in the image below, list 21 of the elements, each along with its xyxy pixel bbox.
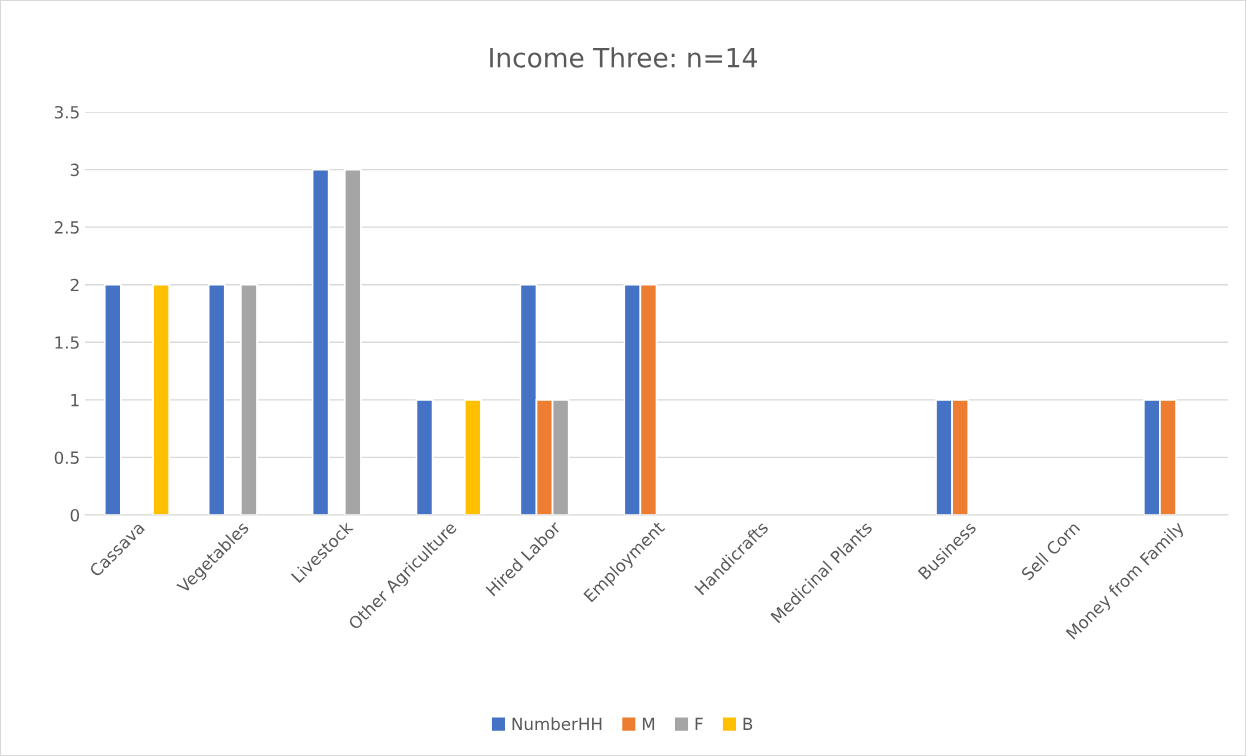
y-tick-label: 3 xyxy=(70,163,79,177)
bar xyxy=(152,283,171,515)
y-tick-label: 0.5 xyxy=(54,451,79,464)
bar xyxy=(103,283,122,515)
legend-label: NumberHH xyxy=(512,717,602,731)
y-tick-label: 3.5 xyxy=(54,105,79,119)
legend-label: M xyxy=(642,717,655,730)
bar xyxy=(207,283,226,515)
bar xyxy=(463,399,482,515)
legend-label: B xyxy=(743,717,753,730)
bar xyxy=(311,168,330,515)
bar xyxy=(240,283,258,515)
bar xyxy=(343,168,362,515)
chart-title: Income Three: n=14 xyxy=(490,47,757,68)
y-tick-label: 1 xyxy=(71,394,79,407)
legend-label: F xyxy=(695,717,703,730)
y-tick-label: 2 xyxy=(70,278,79,292)
y-tick-label: 0 xyxy=(70,508,80,522)
y-tick-label: 2.5 xyxy=(54,221,79,234)
y-tick-label: 1.5 xyxy=(55,336,79,349)
bar xyxy=(415,399,434,515)
